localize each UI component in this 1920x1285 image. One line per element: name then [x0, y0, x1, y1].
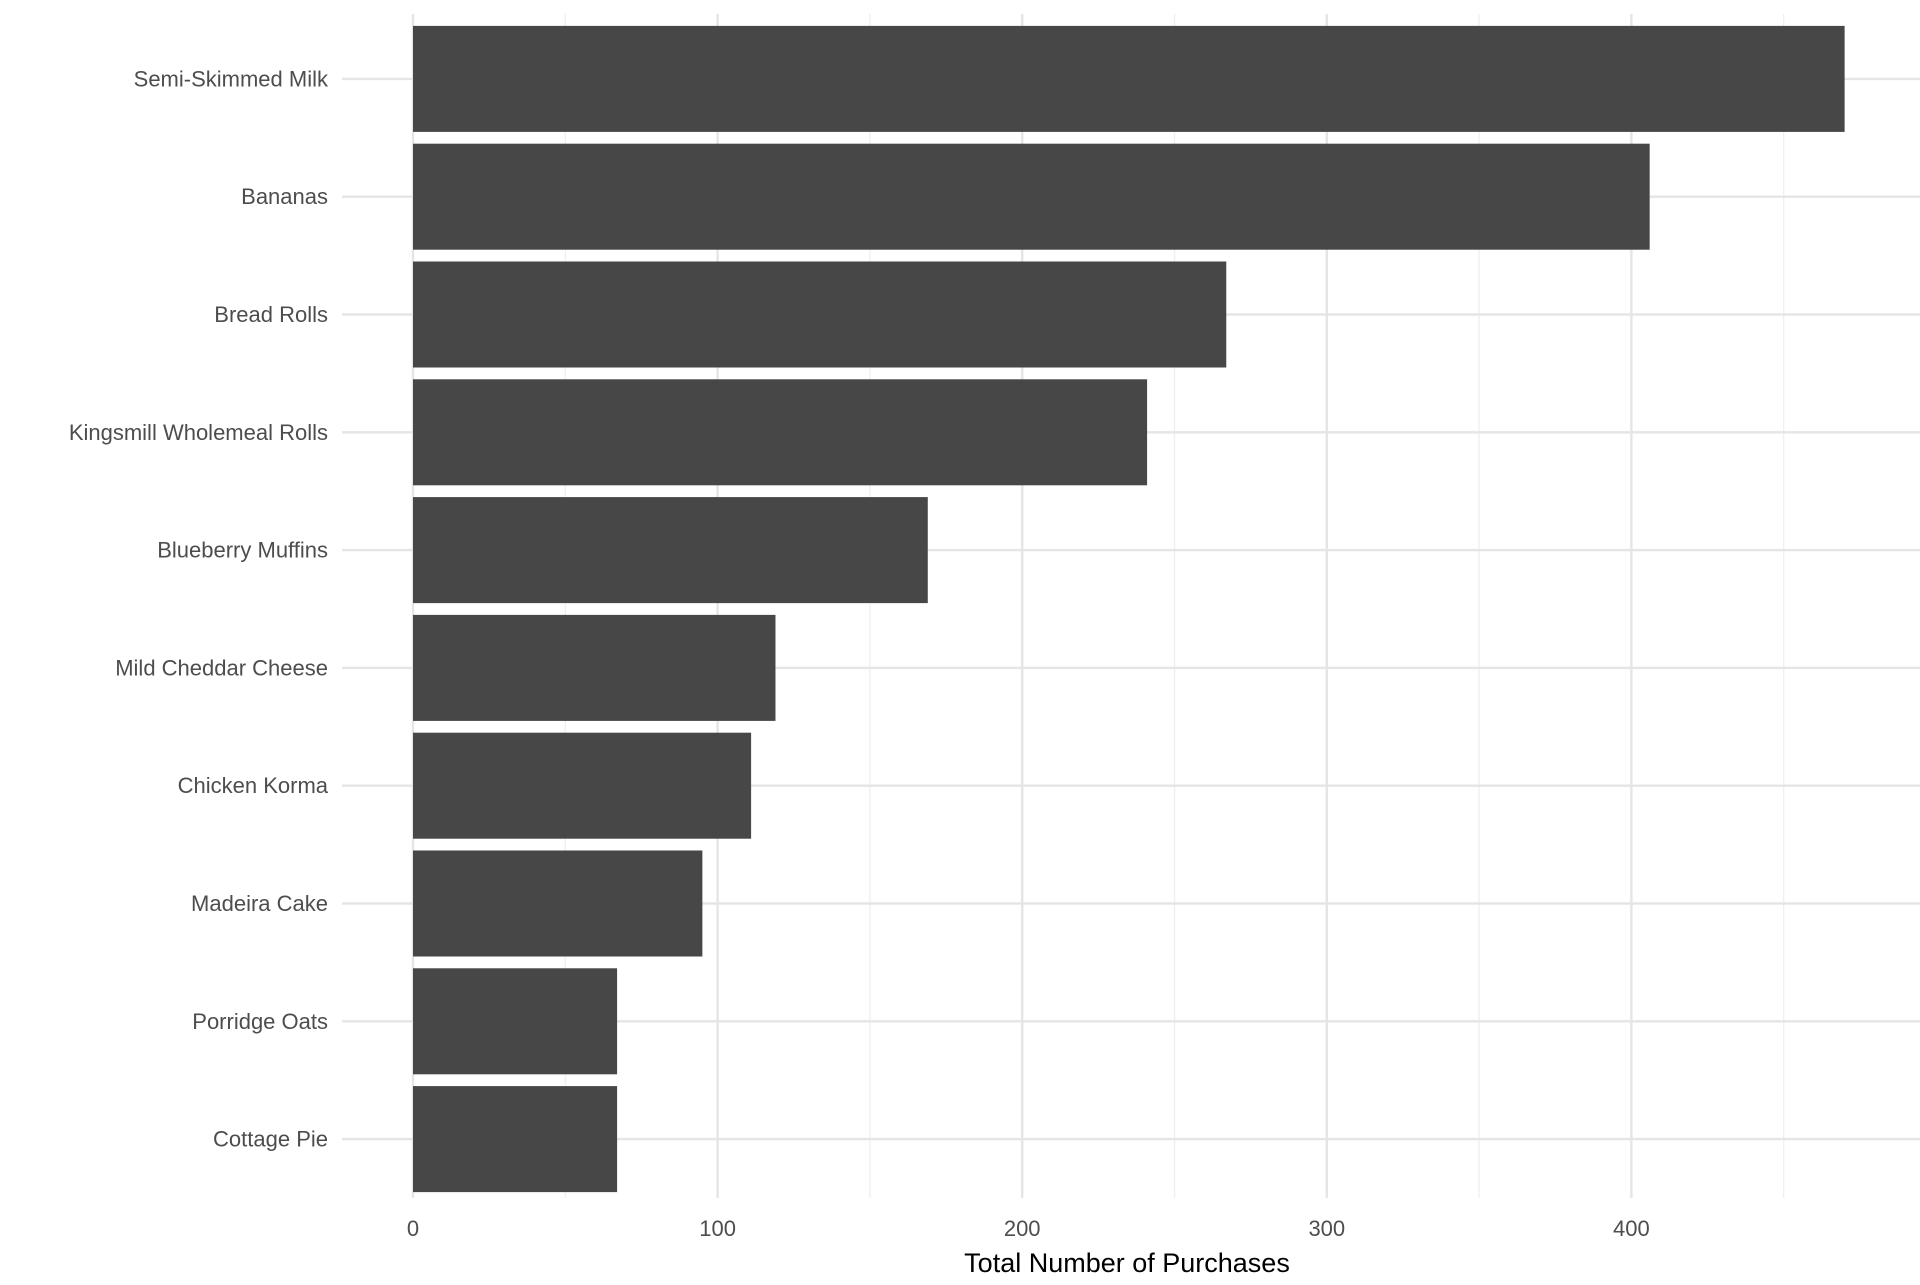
y-tick-label: Bananas: [241, 184, 328, 209]
bar: [413, 143, 1650, 250]
y-tick-label: Mild Cheddar Cheese: [115, 655, 328, 680]
bars: [413, 25, 1845, 1193]
bar: [413, 497, 928, 604]
y-tick-label: Madeira Cake: [191, 891, 328, 916]
y-tick-label: Bread Rolls: [214, 302, 328, 327]
bar: [413, 614, 776, 721]
y-tick-label: Chicken Korma: [178, 773, 329, 798]
y-tick-label: Semi-Skimmed Milk: [134, 66, 329, 91]
bar: [413, 25, 1845, 132]
x-tick-label: 300: [1308, 1216, 1345, 1241]
y-tick-label: Porridge Oats: [192, 1009, 328, 1034]
bar: [413, 261, 1227, 368]
y-tick-label: Blueberry Muffins: [157, 538, 328, 563]
x-axis-title: Total Number of Purchases: [964, 1248, 1290, 1278]
x-axis-tick-labels: 0 100 200 300 400: [407, 1216, 1650, 1241]
bar: [413, 1086, 618, 1193]
x-tick-label: 200: [1004, 1216, 1041, 1241]
bar: [413, 850, 703, 957]
y-tick-label: Kingsmill Wholemeal Rolls: [69, 420, 328, 445]
x-tick-label: 400: [1613, 1216, 1650, 1241]
y-axis-tick-labels: Semi-Skimmed Milk Bananas Bread Rolls Kings…: [69, 66, 329, 1151]
y-tick-label: Cottage Pie: [213, 1127, 328, 1152]
x-tick-label: 100: [699, 1216, 736, 1241]
bar: [413, 732, 752, 839]
x-tick-label: 0: [407, 1216, 419, 1241]
bar: [413, 968, 618, 1075]
bar: [413, 379, 1148, 486]
